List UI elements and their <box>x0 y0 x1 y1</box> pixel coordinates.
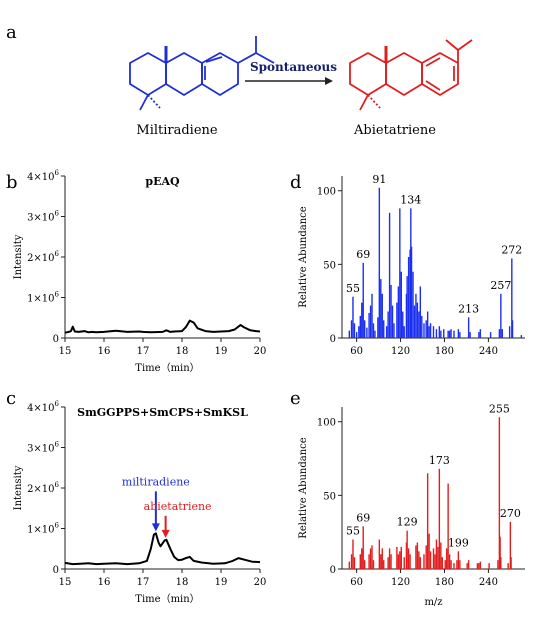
y-axis-label: Intensity <box>13 465 24 510</box>
y-tick-label: 0 <box>330 334 336 345</box>
x-tick-label: 17 <box>137 346 150 357</box>
mass-spectrum-abietatriene: 60 120 180 240 0 50 100 Relative Abundance m/z 55… <box>298 402 525 608</box>
y-axis-label: Relative Abundance <box>298 206 309 307</box>
x-tick-label: 18 <box>176 577 189 588</box>
y-tick-label: 0 <box>53 565 59 576</box>
peak-label: 173 <box>429 454 450 467</box>
chromatogram-triple-enzyme: 15 16 17 18 19 20 0 1×106 2×106 3×106 4×106 Time（mi… <box>13 400 266 605</box>
panel-letter-d: d <box>290 172 302 193</box>
peak-label: 69 <box>356 248 370 261</box>
x-tick-label: 16 <box>98 577 111 588</box>
peak-label: 91 <box>372 173 386 186</box>
y-tick-label: 2×106 <box>27 250 59 264</box>
x-axis-label: m/z <box>424 597 442 608</box>
y-tick-label: 1×106 <box>27 522 59 536</box>
peak-label: 255 <box>489 402 510 415</box>
miltiradiene-label: Miltiradiene <box>136 123 218 138</box>
peak-annotation-arrowhead <box>161 529 170 538</box>
x-tick-label: 60 <box>350 577 363 588</box>
x-tick-label: 15 <box>59 577 72 588</box>
panel-letter-e: e <box>290 388 301 409</box>
chromatogram-trace <box>64 532 261 566</box>
peak-label: 257 <box>490 279 511 292</box>
peak-label: 69 <box>356 511 370 524</box>
panel-letter-c: c <box>6 388 16 409</box>
chart-title: SmGGPPS+SmCPS+SmKSL <box>77 406 248 419</box>
x-tick-label: 15 <box>59 346 72 357</box>
x-tick-label: 20 <box>254 346 267 357</box>
chromatogram-pEAQ: 15 16 17 18 19 20 0 1×106 2×106 3×106 4×106 Time（mi… <box>13 169 266 374</box>
y-tick-label: 0 <box>330 565 336 576</box>
x-tick-label: 180 <box>435 577 454 588</box>
chromatogram-trace <box>64 319 261 334</box>
y-tick-label: 100 <box>317 418 336 429</box>
panel-letter-a: a <box>6 22 17 43</box>
y-tick-label: 4×106 <box>27 400 59 414</box>
y-tick-label: 4×106 <box>27 169 59 183</box>
x-tick-label: 180 <box>435 346 454 357</box>
y-tick-label: 100 <box>317 187 336 198</box>
peak-annotation-label: abietatriene <box>144 500 212 513</box>
y-axis-label: Intensity <box>13 234 24 279</box>
x-tick-label: 18 <box>176 346 189 357</box>
y-axis-label: Relative Abundance <box>298 437 309 538</box>
x-tick-label: 19 <box>215 577 228 588</box>
x-tick-label: 120 <box>391 577 410 588</box>
x-tick-label: 60 <box>350 346 363 357</box>
abietatriene-label: Abietatriene <box>353 123 436 138</box>
y-tick-label: 3×106 <box>27 441 59 455</box>
x-axis-label: Time（min） <box>135 593 199 605</box>
peak-annotation-arrowhead <box>151 523 160 532</box>
y-tick-label: 50 <box>323 260 336 271</box>
y-tick-label: 2×106 <box>27 481 59 495</box>
panel-letter-b: b <box>6 172 18 193</box>
peak-label: 272 <box>501 243 522 256</box>
chart-title: pEAQ <box>145 175 180 188</box>
x-tick-label: 17 <box>137 577 150 588</box>
mass-spectrum-miltiradiene: 60 120 180 240 0 50 100 Relative Abundance 55 69 9… <box>298 173 525 357</box>
x-axis-label: Time（min） <box>135 362 199 374</box>
peak-label: 134 <box>400 193 421 206</box>
peak-label: 213 <box>458 302 479 315</box>
y-tick-label: 3×106 <box>27 210 59 224</box>
peak-label: 199 <box>448 536 469 549</box>
peak-label: 55 <box>346 282 360 295</box>
miltiradiene-structure <box>129 36 275 111</box>
abietatriene-structure <box>349 39 473 111</box>
x-tick-label: 120 <box>391 346 410 357</box>
x-tick-label: 240 <box>479 577 498 588</box>
reaction-arrow <box>245 77 333 85</box>
y-tick-label: 50 <box>323 491 336 502</box>
x-tick-label: 20 <box>254 577 267 588</box>
y-tick-label: 1×106 <box>27 291 59 305</box>
x-tick-label: 19 <box>215 346 228 357</box>
arrow-label: Spontaneous <box>250 60 337 74</box>
peak-label: 270 <box>500 507 521 520</box>
x-tick-label: 16 <box>98 346 111 357</box>
y-tick-label: 0 <box>53 334 59 345</box>
peak-label: 55 <box>346 525 360 538</box>
peak-label: 129 <box>397 516 418 529</box>
peak-annotation-label: miltiradiene <box>122 475 190 488</box>
x-tick-label: 240 <box>479 346 498 357</box>
